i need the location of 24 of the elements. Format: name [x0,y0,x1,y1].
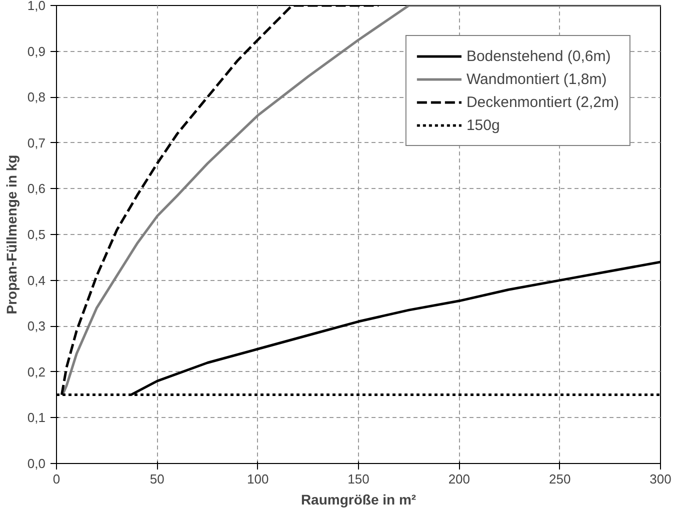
y-tick-label: 0,7 [27,135,46,150]
y-tick-label: 0,4 [27,272,46,288]
legend-label: Bodenstehend (0,6m) [466,48,611,64]
y-tick-label: 0,1 [27,410,46,426]
y-tick-label: 0,5 [27,227,46,242]
y-tick-label: 1,0 [27,0,46,13]
y-tick-label: 0,8 [27,90,46,105]
x-tick-label: 150 [348,472,370,486]
x-tick-label: 50 [150,472,164,486]
y-axis-title: Propan-Füllmenge in kg [3,154,20,314]
legend-label: 150g [466,116,500,134]
x-tick-label: 0 [52,472,60,486]
y-tick-label: 0,3 [27,318,46,334]
x-tick-label: 100 [246,472,269,486]
x-tick-label: 200 [448,472,470,486]
y-tick-label: 0,6 [27,181,46,196]
x-tick-label: 300 [650,472,672,486]
y-tick-label: 0,2 [27,364,46,380]
y-tick-label: 0,0 [27,456,46,471]
legend-label: Deckenmontiert (2,2m) [466,94,619,110]
x-tick-label: 250 [548,472,571,486]
x-axis-title: Raumgröße in m² [300,492,416,508]
legend-label: Wandmontiert (1,8m) [466,70,607,88]
y-tick-label: 0,9 [27,44,46,59]
